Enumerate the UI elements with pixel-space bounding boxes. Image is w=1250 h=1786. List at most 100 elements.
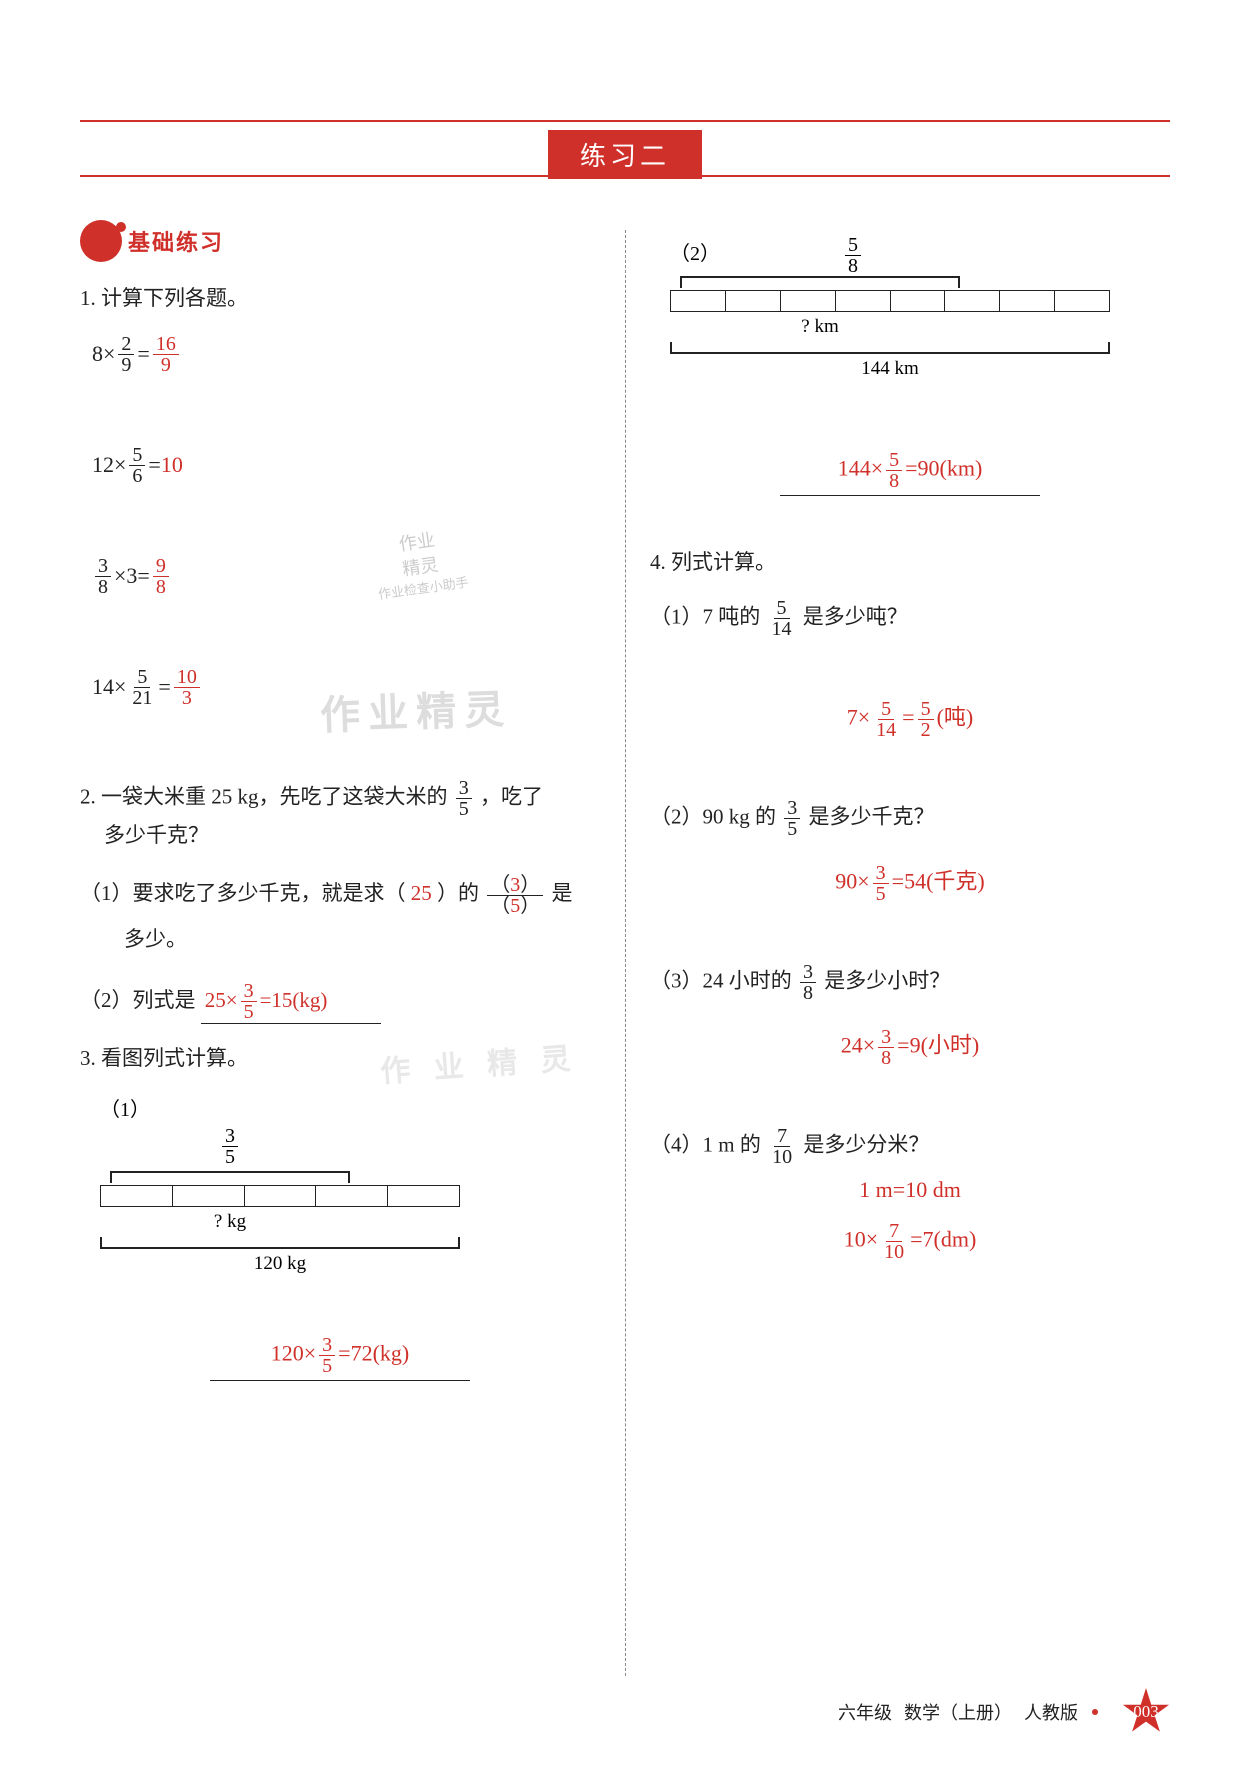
- answer: 90×35=54(千克): [650, 863, 1170, 904]
- diagram-2: （2） 58 ? km 144 km: [670, 235, 1170, 380]
- numer: 9: [153, 556, 169, 577]
- left-column: 基础练习 作业 精灵 作业检查小助手 1. 计算下列各题。 8 × 29 = 1…: [80, 220, 625, 1686]
- numer: 10: [174, 667, 200, 688]
- calc-item: 8 × 29 = 169: [92, 334, 600, 375]
- top-frac: 35: [110, 1126, 350, 1167]
- section-label: 基础练习: [128, 225, 224, 257]
- numer: 3: [222, 1126, 238, 1147]
- fraction: 58: [845, 235, 861, 276]
- denom: 5: [784, 819, 800, 839]
- eq: =: [158, 674, 170, 700]
- diagram-label: （1）: [100, 1093, 600, 1122]
- answer-line: 120×35=72(kg): [210, 1335, 470, 1381]
- page-footer: 六年级 数学（上册） 人教版 003: [838, 1688, 1170, 1736]
- content-area: 基础练习 作业 精灵 作业检查小助手 1. 计算下列各题。 8 × 29 = 1…: [80, 220, 1170, 1686]
- prompt: （1）7 吨的 514 是多少吨？: [650, 598, 1170, 639]
- numer: 3: [800, 962, 816, 983]
- denom: 8: [95, 577, 111, 597]
- numer: 5: [774, 598, 790, 619]
- text: 2. 一袋大米重 25 kg，先吃了这袋大米的: [80, 784, 448, 808]
- denom: 10: [881, 1242, 907, 1262]
- header-rule-bottom: [80, 175, 1170, 177]
- text: ）的: [437, 881, 479, 905]
- ans: 5: [510, 895, 520, 917]
- numer: 5: [886, 450, 902, 471]
- fraction: 710: [769, 1126, 795, 1167]
- segment: [836, 291, 891, 311]
- text: 是多少吨？: [803, 604, 908, 628]
- fraction: 38: [95, 556, 111, 597]
- fraction: 38: [878, 1027, 894, 1068]
- numer: 5: [878, 699, 894, 720]
- mid-label: ? kg: [110, 1211, 350, 1233]
- fraction: 710: [881, 1221, 907, 1262]
- denom: 5: [222, 1147, 238, 1167]
- denom: 14: [873, 720, 899, 740]
- blank-answer: 25: [411, 881, 432, 905]
- numer: 5: [129, 445, 145, 466]
- mid: =54(千克): [892, 868, 985, 893]
- text: （1）要求吃了多少千克，就是求（: [80, 881, 406, 905]
- denom: 8: [845, 256, 861, 276]
- denom: 10: [769, 1147, 795, 1167]
- paren: （: [490, 895, 510, 917]
- brace-bottom: [670, 342, 1110, 354]
- denom: 21: [129, 688, 155, 708]
- text: （2）90 kg 的: [650, 804, 776, 828]
- fraction: 52: [918, 699, 934, 740]
- numer: 3: [95, 556, 111, 577]
- diagram-1: （1） 35 ? kg 120 kg: [100, 1093, 600, 1275]
- text: （2）列式是: [80, 988, 196, 1012]
- fraction: 58: [886, 450, 902, 491]
- segment: [726, 291, 781, 311]
- segment: [945, 291, 1000, 311]
- lhs-int: 8: [92, 341, 103, 367]
- footer-grade: 六年级: [838, 1699, 892, 1725]
- fraction: 521: [129, 667, 155, 708]
- paren: ）: [520, 874, 540, 896]
- fraction: 514: [769, 598, 795, 639]
- numer: 7: [774, 1126, 790, 1147]
- answer-extra: 1 m=10 dm: [650, 1177, 1170, 1203]
- lhs-int: 12: [92, 452, 114, 478]
- text: 多少。: [124, 927, 187, 951]
- text: （1）7 吨的: [650, 604, 760, 628]
- pre: 10×: [844, 1226, 878, 1251]
- pre: 120×: [271, 1341, 316, 1366]
- fraction: 56: [129, 445, 145, 486]
- denom: 14: [769, 619, 795, 639]
- brace-top: [110, 1171, 350, 1181]
- op: ×: [103, 341, 115, 367]
- footer-subject: 数学（上册）: [904, 1699, 1012, 1725]
- denom: 2: [918, 720, 934, 740]
- text: （3）24 小时的: [650, 968, 792, 992]
- lhs-int: 14: [92, 674, 114, 700]
- op: ×: [114, 452, 126, 478]
- fraction: 35: [873, 863, 889, 904]
- right-column: （2） 58 ? km 144 km 144×58=90(km) 4. 列式计算…: [625, 220, 1170, 1686]
- answer-fraction: 103: [174, 667, 200, 708]
- pre: 7×: [847, 704, 870, 729]
- answer-line: 144×58=90(km): [780, 450, 1040, 496]
- ans-post: =15(kg): [260, 988, 328, 1012]
- denom: （5）: [487, 896, 543, 916]
- segment: [891, 291, 946, 311]
- paren: ）: [520, 895, 540, 917]
- segment: [1000, 291, 1055, 311]
- post: =90(km): [905, 456, 982, 481]
- text: 多少千克？: [104, 823, 209, 847]
- fraction: 35: [222, 1126, 238, 1167]
- numer: 3: [784, 798, 800, 819]
- bar-diagram: [100, 1185, 460, 1207]
- mid: =9(小时): [897, 1032, 979, 1057]
- segment: [671, 291, 726, 311]
- text: 是多少分米？: [803, 1132, 929, 1156]
- section-badge: 基础练习: [80, 220, 600, 262]
- denom: 5: [241, 1002, 257, 1022]
- denom: 5: [319, 1356, 335, 1376]
- diagram-1-answer: 120×35=72(kg): [80, 1305, 600, 1381]
- op: ×: [114, 563, 126, 589]
- prompt: （4）1 m 的 710 是多少分米？: [650, 1126, 1170, 1167]
- eq: =: [137, 341, 149, 367]
- text: 是: [552, 881, 573, 905]
